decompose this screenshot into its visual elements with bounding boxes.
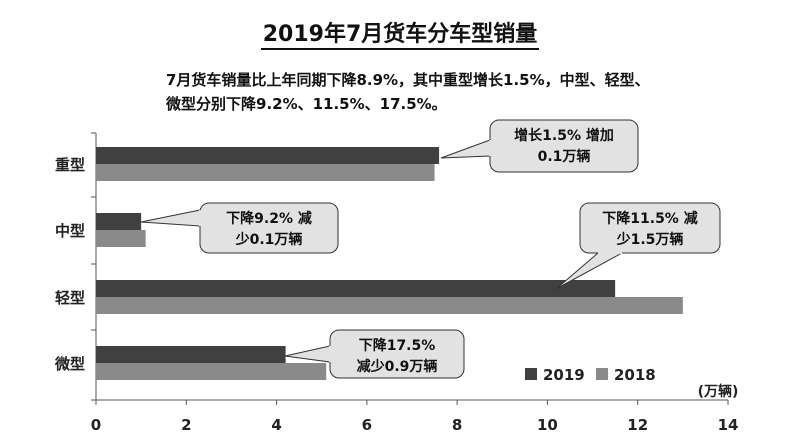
- callout-box: [199, 202, 339, 254]
- x-tick-label: 2: [181, 416, 191, 434]
- subtitle-line-1: 7月货车销量比上年同期下降8.9%，其中重型增长1.5%，中型、轻型、: [166, 71, 650, 89]
- y-tick-label: 重型: [55, 156, 85, 174]
- callout-pointer: [140, 209, 201, 227]
- chart-title-text: 2019年7月货车分车型销量: [260, 22, 540, 50]
- callout-text: 少0.1万辆: [235, 231, 303, 248]
- callout-text: 下降9.2% 减: [226, 210, 312, 227]
- bar-2019: [96, 213, 142, 230]
- chart-title: 2019年7月货车分车型销量: [0, 16, 800, 50]
- subtitle-line-2: 微型分别下降9.2%、11.5%、17.5%。: [166, 95, 447, 113]
- bar-2018: [96, 164, 435, 181]
- chart-subtitle: 7月货车销量比上年同期下降8.9%，其中重型增长1.5%，中型、轻型、 微型分别…: [166, 68, 776, 116]
- x-unit-label: (万辆): [698, 383, 739, 400]
- legend-swatch-2018: [596, 368, 608, 380]
- bar-2018: [96, 363, 327, 380]
- callout-text: 减少0.9万辆: [357, 358, 438, 375]
- bar-2018: [96, 230, 146, 247]
- y-tick-label: 中型: [55, 222, 85, 240]
- x-tick-label: 8: [452, 416, 462, 434]
- callout-box: [579, 202, 721, 254]
- callout-pointer: [440, 139, 491, 159]
- y-tick-label: 轻型: [55, 289, 85, 307]
- x-tick-label: 4: [271, 416, 281, 434]
- x-tick-label: 14: [718, 416, 739, 434]
- x-tick-label: 10: [537, 416, 558, 434]
- y-tick-label: 微型: [54, 355, 85, 373]
- bar-2018: [96, 297, 683, 314]
- x-tick-label: 12: [627, 416, 648, 434]
- callout-pointer: [284, 345, 331, 363]
- bar-2019: [96, 280, 616, 297]
- callout-text: 0.1万辆: [538, 148, 591, 165]
- legend-label-2019: 2019: [543, 366, 585, 384]
- callout-text: 下降11.5% 减: [602, 210, 697, 227]
- bar-2019: [96, 147, 440, 164]
- legend-label-2018: 2018: [614, 366, 656, 384]
- bar-2019: [96, 346, 286, 363]
- callout-text: 少1.5万辆: [616, 231, 684, 248]
- x-tick-label: 6: [362, 416, 372, 434]
- legend-swatch-2019: [525, 368, 537, 380]
- callout-text: 增长1.5% 增加: [514, 127, 614, 144]
- x-tick-label: 0: [91, 416, 101, 434]
- callout-text: 下降17.5%: [359, 337, 436, 354]
